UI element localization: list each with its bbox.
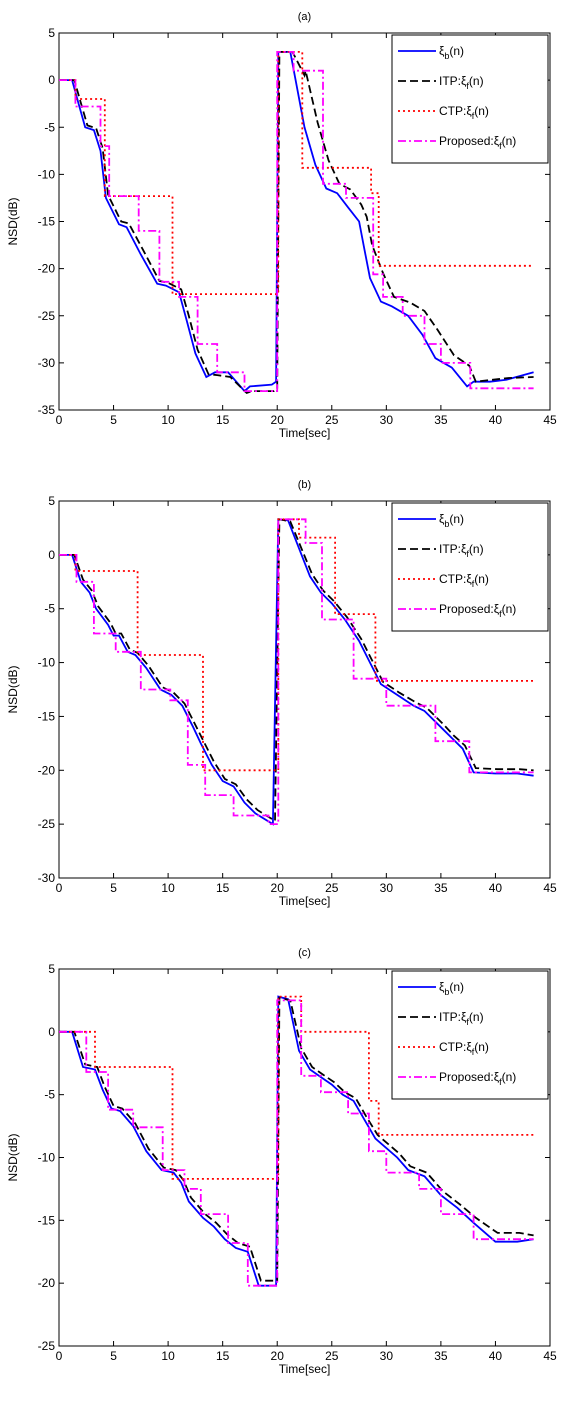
y-tick-label-c-5: 0 [48, 1025, 55, 1039]
y-tick-label-a-0: -35 [38, 403, 56, 417]
legend-label-b-1: ITP:ξf(n) [439, 542, 484, 559]
legend-label-b-2: CTP:ξf(n) [439, 572, 489, 589]
x-tick-label-b-1: 5 [110, 881, 117, 895]
y-tick-label-b-1: -25 [38, 817, 56, 831]
x-tick-label-c-9: 45 [543, 1349, 557, 1363]
x-tick-label-a-2: 10 [161, 413, 175, 427]
y-tick-label-c-3: -10 [38, 1151, 56, 1165]
x-tick-label-a-8: 40 [489, 413, 503, 427]
y-tick-label-a-7: 0 [48, 73, 55, 87]
x-tick-label-c-1: 5 [110, 1349, 117, 1363]
x-tick-label-c-7: 35 [434, 1349, 448, 1363]
legend-label-c-1: ITP:ξf(n) [439, 1010, 484, 1027]
series-line-b-0 [59, 518, 534, 826]
x-tick-label-b-5: 25 [325, 881, 339, 895]
series-line-a-3 [59, 51, 534, 393]
x-tick-label-c-5: 25 [325, 1349, 339, 1363]
legend-label-b-3: Proposed:ξf(n) [439, 602, 516, 619]
chart-b-svg: (b) 0 5 10 15 20 25 30 35 40 45 -30 -25 -20 -15 -10 -5 0 5… [6, 479, 557, 908]
chart-panel-c: (c) 0 5 10 15 20 25 30 35 40 45 -25 -20 -15 -10 -5 0 5 Tim… [0, 936, 574, 1406]
x-tick-label-b-9: 45 [543, 881, 557, 895]
series-line-c-3 [59, 999, 534, 1287]
y-tick-label-b-0: -30 [38, 871, 56, 885]
x-tick-label-b-3: 15 [216, 881, 230, 895]
chart-title-a: (a) [298, 11, 311, 23]
x-tick-label-b-0: 0 [56, 881, 63, 895]
y-tick-label-a-6: -5 [44, 120, 55, 134]
legend-label-b-0: ξb(n) [439, 512, 464, 529]
y-tick-label-a-5: -10 [38, 167, 56, 181]
x-tick-label-b-6: 30 [380, 881, 394, 895]
y-axis-label-c: NSD(dB) [6, 1133, 20, 1181]
x-tick-label-c-3: 15 [216, 1349, 230, 1363]
y-tick-label-c-1: -20 [38, 1276, 56, 1290]
y-tick-label-b-5: -5 [44, 602, 55, 616]
y-tick-label-a-2: -25 [38, 309, 56, 323]
x-tick-label-a-3: 15 [216, 413, 230, 427]
y-tick-label-a-1: -30 [38, 356, 56, 370]
x-tick-label-b-8: 40 [489, 881, 503, 895]
y-tick-label-b-2: -20 [38, 763, 56, 777]
y-tick-label-c-0: -25 [38, 1339, 56, 1353]
x-tick-label-a-9: 45 [543, 413, 557, 427]
y-tick-label-a-4: -15 [38, 215, 56, 229]
x-tick-label-a-0: 0 [56, 413, 63, 427]
legend-label-a-3: Proposed:ξf(n) [439, 134, 516, 151]
y-axis-label-a: NSD(dB) [6, 197, 20, 245]
y-tick-label-a-3: -20 [38, 262, 56, 276]
series-line-c-1 [59, 996, 534, 1282]
series-line-b-3 [59, 518, 534, 826]
chart-a-svg: (a) 0 5 10 15 20 25 30 35 40 45 -35 -30 -25 -20 -15 -10 -… [6, 11, 557, 440]
x-tick-label-b-4: 20 [271, 881, 285, 895]
series-line-c-2 [59, 995, 534, 1180]
x-axis-label-a: Time[sec] [279, 426, 331, 440]
x-tick-label-a-5: 25 [325, 413, 339, 427]
chart-panel-b: (b) 0 5 10 15 20 25 30 35 40 45 -30 -25 -20 -15 -10 -5 0 5… [0, 468, 574, 938]
y-tick-label-b-4: -10 [38, 656, 56, 670]
y-tick-label-b-6: 0 [48, 548, 55, 562]
x-tick-label-a-1: 5 [110, 413, 117, 427]
y-tick-label-c-4: -5 [44, 1088, 55, 1102]
chart-c-svg: (c) 0 5 10 15 20 25 30 35 40 45 -25 -20 -15 -10 -5 0 5 Tim… [6, 947, 557, 1376]
y-tick-label-c-6: 5 [48, 962, 55, 976]
legend-label-a-2: CTP:ξf(n) [439, 104, 489, 121]
x-tick-label-a-7: 35 [434, 413, 448, 427]
x-tick-label-a-6: 30 [380, 413, 394, 427]
y-axis-label-b: NSD(dB) [6, 665, 20, 713]
y-tick-label-a-8: 5 [48, 26, 55, 40]
series-line-a-0 [59, 51, 534, 393]
x-axis-label-c: Time[sec] [279, 1362, 331, 1376]
y-tick-label-b-7: 5 [48, 494, 55, 508]
chart-title-b: (b) [298, 479, 311, 491]
x-tick-label-b-2: 10 [161, 881, 175, 895]
legend-label-a-0: ξb(n) [439, 44, 464, 61]
x-tick-label-c-2: 10 [161, 1349, 175, 1363]
x-tick-label-a-4: 20 [271, 413, 285, 427]
x-tick-label-c-4: 20 [271, 1349, 285, 1363]
x-axis-label-b: Time[sec] [279, 894, 331, 908]
chart-title-c: (c) [298, 947, 311, 959]
y-tick-label-b-3: -15 [38, 709, 56, 723]
legend-label-a-1: ITP:ξf(n) [439, 74, 484, 91]
y-tick-label-c-2: -15 [38, 1213, 56, 1227]
x-tick-label-c-6: 30 [380, 1349, 394, 1363]
legend-label-c-0: ξb(n) [439, 980, 464, 997]
legend-label-c-3: Proposed:ξf(n) [439, 1070, 516, 1087]
chart-panel-a: (a) 0 5 10 15 20 25 30 35 40 45 -35 -30 -25 -20 -15 -10 -… [0, 0, 574, 470]
series-line-b-1 [59, 518, 534, 823]
x-tick-label-c-0: 0 [56, 1349, 63, 1363]
x-tick-label-c-8: 40 [489, 1349, 503, 1363]
legend-label-c-2: CTP:ξf(n) [439, 1040, 489, 1057]
x-tick-label-b-7: 35 [434, 881, 448, 895]
